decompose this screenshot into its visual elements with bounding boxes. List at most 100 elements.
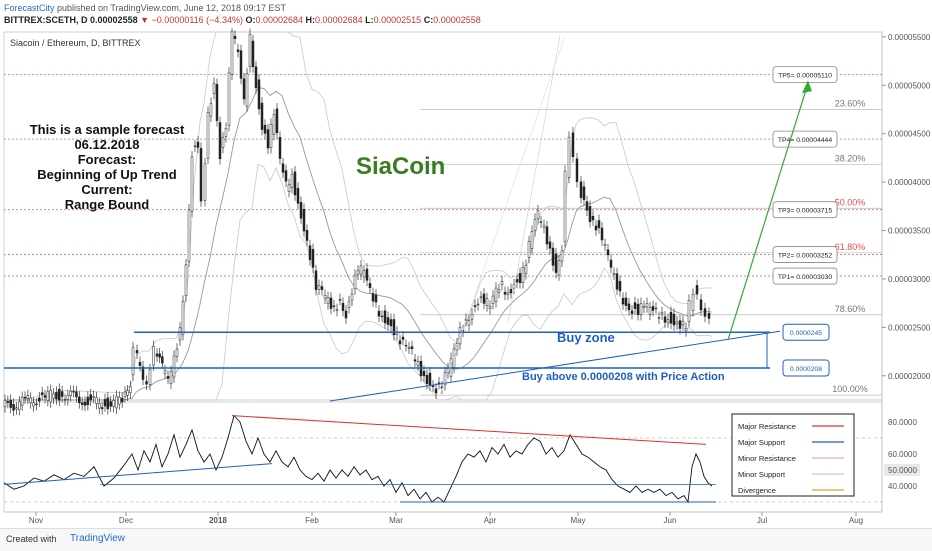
candle[interactable] (239, 50, 243, 79)
candle[interactable] (545, 226, 549, 245)
candle[interactable] (12, 404, 15, 411)
candle[interactable] (190, 156, 194, 212)
candle[interactable] (452, 348, 456, 368)
candle[interactable] (461, 330, 465, 332)
candle[interactable] (332, 305, 336, 307)
candle[interactable] (488, 305, 492, 309)
candle[interactable] (58, 388, 61, 401)
candle[interactable] (681, 320, 685, 326)
candle[interactable] (103, 399, 107, 407)
candle[interactable] (594, 225, 598, 231)
candle[interactable] (275, 108, 279, 134)
candle[interactable] (161, 356, 164, 364)
candle[interactable] (100, 407, 104, 410)
candle[interactable] (618, 281, 622, 292)
candle[interactable] (509, 289, 513, 294)
candle[interactable] (597, 220, 601, 229)
candle[interactable] (115, 395, 118, 409)
candle[interactable] (293, 171, 297, 196)
candle[interactable] (29, 397, 32, 404)
candle[interactable] (227, 72, 231, 126)
candle[interactable] (129, 386, 132, 394)
candle[interactable] (60, 391, 64, 397)
candle[interactable] (440, 386, 444, 389)
candle[interactable] (341, 302, 345, 311)
candle[interactable] (377, 310, 381, 317)
candle[interactable] (703, 308, 707, 317)
candle[interactable] (368, 283, 372, 288)
candle[interactable] (497, 289, 501, 293)
candle[interactable] (503, 292, 507, 295)
candle[interactable] (203, 163, 207, 201)
candle[interactable] (63, 399, 67, 401)
candle[interactable] (374, 294, 378, 303)
candle[interactable] (563, 170, 567, 242)
candle[interactable] (407, 347, 411, 349)
candle[interactable] (141, 366, 145, 380)
tradingview-logo[interactable]: TradingView (70, 533, 126, 544)
candle[interactable] (636, 303, 640, 315)
candle[interactable] (3, 400, 7, 408)
candle[interactable] (184, 264, 188, 297)
candle[interactable] (178, 327, 182, 341)
candle[interactable] (542, 224, 546, 228)
candle[interactable] (687, 300, 691, 323)
candle[interactable] (230, 31, 234, 75)
candle[interactable] (624, 297, 628, 306)
candle[interactable] (500, 281, 504, 285)
candle[interactable] (272, 114, 276, 135)
candle[interactable] (83, 401, 87, 406)
candle[interactable] (536, 210, 540, 219)
candle[interactable] (106, 397, 110, 410)
candle[interactable] (494, 287, 498, 302)
candle[interactable] (669, 311, 673, 324)
candle[interactable] (639, 303, 643, 315)
candle[interactable] (257, 79, 261, 110)
candle[interactable] (645, 303, 649, 308)
candle[interactable] (657, 317, 661, 319)
candle[interactable] (539, 221, 543, 223)
candle[interactable] (666, 319, 670, 323)
candle[interactable] (648, 307, 652, 315)
candle[interactable] (338, 299, 342, 301)
candle[interactable] (615, 273, 619, 290)
candle[interactable] (92, 396, 95, 398)
candle[interactable] (266, 129, 270, 149)
candle[interactable] (175, 348, 179, 357)
target-callout[interactable] (772, 66, 838, 84)
candle[interactable] (554, 253, 558, 273)
candle[interactable] (169, 371, 173, 384)
candle[interactable] (482, 293, 486, 304)
candle[interactable] (476, 303, 480, 306)
candle[interactable] (166, 376, 170, 379)
candle[interactable] (95, 397, 98, 404)
candle[interactable] (199, 148, 203, 202)
candle[interactable] (138, 361, 142, 366)
candle[interactable] (479, 296, 483, 298)
candle[interactable] (308, 245, 312, 261)
candle[interactable] (305, 230, 309, 241)
candle[interactable] (299, 202, 303, 219)
candle[interactable] (212, 83, 216, 94)
candle[interactable] (473, 305, 477, 307)
candle[interactable] (158, 353, 161, 358)
candle[interactable] (365, 268, 369, 281)
candle[interactable] (642, 306, 646, 308)
candle[interactable] (344, 310, 348, 319)
candle[interactable] (32, 402, 35, 407)
candle[interactable] (49, 390, 52, 403)
candle[interactable] (311, 249, 315, 268)
candle[interactable] (359, 265, 363, 275)
candle[interactable] (524, 264, 528, 274)
candle[interactable] (551, 247, 555, 266)
candle[interactable] (35, 403, 38, 405)
target-callout[interactable] (772, 201, 838, 219)
candle[interactable] (470, 313, 474, 320)
candle[interactable] (579, 181, 583, 198)
candle[interactable] (437, 382, 441, 384)
chart-canvas[interactable]: Siacoin / Ethereum, D, BITTREX 23.60% 38.… (0, 28, 932, 528)
candle[interactable] (251, 40, 255, 68)
candle[interactable] (585, 201, 589, 211)
candle[interactable] (380, 315, 384, 318)
candle[interactable] (582, 186, 586, 200)
